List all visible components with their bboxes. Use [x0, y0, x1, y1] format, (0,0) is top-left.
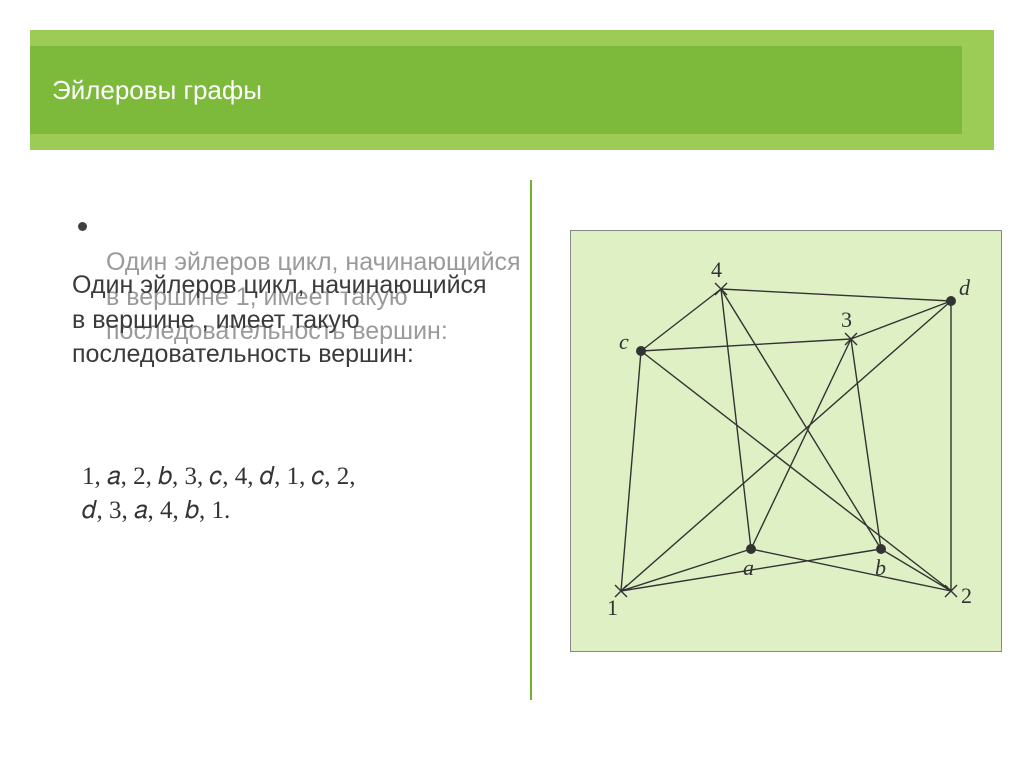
- node-label-2: 2: [961, 583, 972, 608]
- content-area: Один эйлеров цикл, начинающийся в вершин…: [30, 180, 994, 738]
- node-c: [636, 346, 646, 356]
- sequence-line-2: 𝑑, 3, 𝑎, 4, 𝑏, 1.: [82, 494, 502, 528]
- node-b: [876, 544, 886, 554]
- title-bar-inner: Эйлеровы графы: [30, 46, 962, 134]
- graph-nodes: [615, 283, 957, 597]
- node-d: [946, 296, 956, 306]
- sequence-line-1: 1, 𝑎, 2, 𝑏, 3, 𝑐, 4, 𝑑, 1, 𝑐, 2,: [82, 460, 502, 494]
- edge-3-c: [641, 339, 851, 351]
- graph-svg: 1 2 3 4 a b c d: [571, 231, 1001, 651]
- node-a: [746, 544, 756, 554]
- slide: Эйлеровы графы Один эйлеров цикл, начина…: [0, 0, 1024, 768]
- node-label-a: a: [743, 555, 754, 580]
- edge-d-1: [621, 301, 951, 591]
- slide-title: Эйлеровы графы: [52, 75, 262, 106]
- edge-2-b: [881, 549, 951, 591]
- edge-1-c: [621, 351, 641, 591]
- graph-figure: 1 2 3 4 a b c d: [570, 230, 1002, 652]
- edge-c-2: [641, 351, 951, 591]
- edge-a-2: [751, 549, 951, 591]
- edge-a-4: [721, 289, 751, 549]
- node-label-d: d: [959, 275, 971, 300]
- edge-d-3: [851, 301, 951, 339]
- edge-3-a: [751, 339, 851, 549]
- node-label-4: 4: [711, 257, 722, 282]
- node-label-c: c: [619, 329, 629, 354]
- edge-4-d: [721, 289, 951, 301]
- node-label-b: b: [875, 555, 886, 580]
- bullet-icon: [78, 222, 87, 231]
- body-text-main: Один эйлеров цикл, начинающийся в вершин…: [72, 271, 487, 368]
- node-label-1: 1: [607, 595, 618, 620]
- body-text-main-layer: Один эйлеров цикл, начинающийся в вершин…: [72, 268, 502, 372]
- node-label-3: 3: [841, 307, 852, 332]
- graph-edges: [621, 289, 951, 591]
- edge-c-4: [641, 289, 721, 351]
- title-bar-outer: Эйлеровы графы: [30, 30, 994, 150]
- edge-4-b: [721, 289, 881, 549]
- edge-1-a: [621, 549, 751, 591]
- vertex-sequence: 1, 𝑎, 2, 𝑏, 3, 𝑐, 4, 𝑑, 1, 𝑐, 2, 𝑑, 3, 𝑎…: [82, 460, 502, 528]
